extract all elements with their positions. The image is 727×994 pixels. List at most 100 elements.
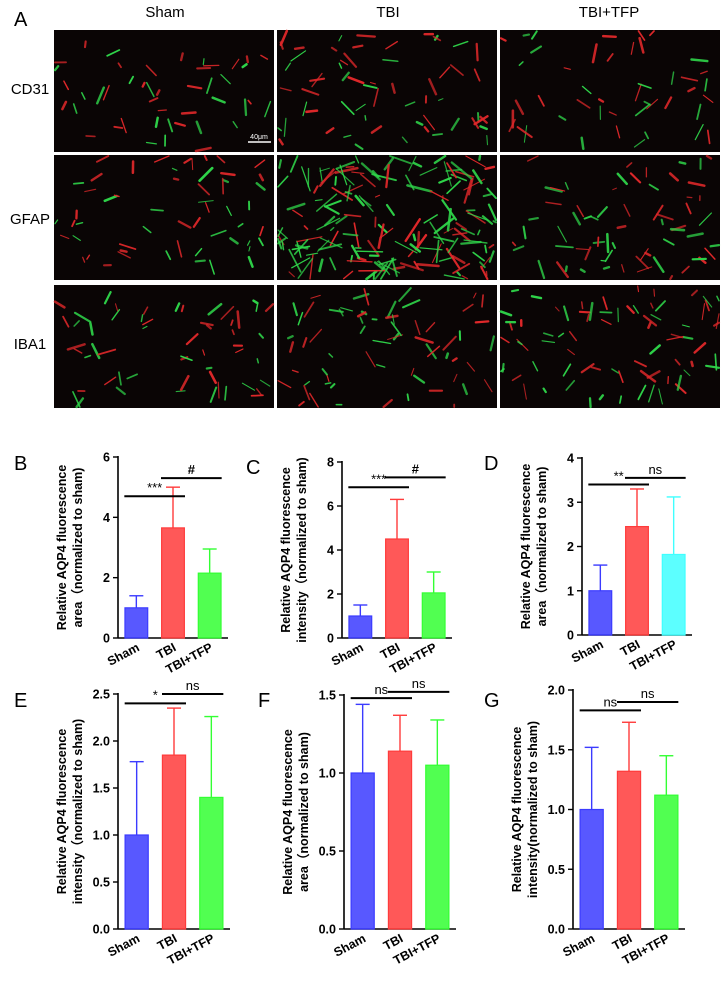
micrograph-gfap-sham xyxy=(54,155,274,280)
bar-sham xyxy=(588,590,613,636)
bar-tbi-tfp xyxy=(425,764,450,930)
y-tick-label: 1.0 xyxy=(93,829,110,843)
x-tick-label: Sham xyxy=(329,640,366,668)
y-tick-label: 2 xyxy=(103,571,110,585)
bar-tbi-tfp xyxy=(654,794,679,930)
micrograph-grid xyxy=(53,29,721,409)
bar-tbi-tfp xyxy=(661,553,686,636)
panel-letter: E xyxy=(14,690,27,712)
panel-letter: B xyxy=(14,453,27,475)
y-tick-label: 2 xyxy=(327,588,334,602)
chart-panel-f: F Relative AQP4 fluorescence area（normaliz… xyxy=(258,676,456,968)
column-label-tbi-tfp: TBI+TFP xyxy=(579,4,639,21)
micrograph-cd31-tbi xyxy=(277,29,497,152)
chart-panel-d: D Relative AQP4 fluorescence area（normaliz… xyxy=(484,452,692,674)
y-tick-label: 2 xyxy=(567,540,574,554)
panel-a-letter: A xyxy=(14,9,28,31)
significance-label: ns xyxy=(186,678,200,693)
x-tick-label: Sham xyxy=(105,931,142,959)
bar-tbi xyxy=(616,770,642,930)
y-tick-label: 0.0 xyxy=(93,923,110,937)
panel-letter: F xyxy=(258,690,270,712)
bar-sham xyxy=(579,808,604,930)
micrograph-gfap-tbi xyxy=(276,154,498,281)
bar-sham xyxy=(124,607,149,639)
significance-label: # xyxy=(188,462,196,477)
chart-panel-b: B Relative AQP4 fluorescence area（normaliz… xyxy=(14,451,228,677)
bar-tbi xyxy=(385,538,409,639)
y-tick-label: 0 xyxy=(567,629,574,643)
chart-panel-g: G Relative AQP4 fluorescence intensity(nor… xyxy=(484,684,685,968)
y-axis-label-line: Relative AQP4 fluorescence xyxy=(281,729,295,895)
significance-label: ns xyxy=(641,686,655,701)
bar-sham xyxy=(350,772,375,930)
y-axis-label-line: intensity（normalized to sham) xyxy=(70,719,85,904)
panel-letter: G xyxy=(484,690,500,712)
y-tick-label: 0.0 xyxy=(319,923,336,937)
y-tick-label: 0.5 xyxy=(93,876,110,890)
scale-bar-label: 40μm xyxy=(250,134,268,141)
chart-panel-e: E Relative AQP4 fluorescence intensity（nor… xyxy=(14,678,230,968)
bar-sham xyxy=(348,615,373,639)
significance-label: ** xyxy=(614,469,624,484)
y-tick-label: 0.5 xyxy=(548,863,565,877)
y-tick-label: 4 xyxy=(567,452,574,466)
y-tick-label: 2.0 xyxy=(548,684,565,698)
y-axis-label-line: Relative AQP4 fluorescence xyxy=(55,729,69,895)
y-tick-label: 6 xyxy=(103,451,110,465)
y-axis-label-line: Relative AQP4 fluorescence xyxy=(519,464,533,630)
bar-tbi xyxy=(625,525,649,636)
chart-panel-c: C Relative AQP4 fluorescence intensity（nor… xyxy=(246,456,452,677)
bar-tbi-tfp xyxy=(197,572,222,639)
row-label-gfap: GFAP xyxy=(10,211,50,228)
y-axis-label-line: Relative AQP4 fluorescence xyxy=(510,727,524,893)
row-label-iba1: IBA1 xyxy=(14,336,47,353)
y-axis-label-line: intensity（normalized to sham) xyxy=(294,457,309,642)
y-tick-label: 1 xyxy=(567,584,574,598)
scale-bar: 40μm xyxy=(248,134,271,143)
y-tick-label: 8 xyxy=(327,456,334,470)
y-tick-label: 1.0 xyxy=(548,803,565,817)
bar-tbi xyxy=(161,527,185,639)
micrograph-iba1-tbi xyxy=(277,285,497,409)
y-tick-label: 1.5 xyxy=(319,689,336,703)
y-tick-label: 1.5 xyxy=(548,743,565,757)
micrograph-gfap-tbi-tfp xyxy=(500,154,721,281)
bar-sham xyxy=(124,834,149,930)
y-tick-label: 0.0 xyxy=(548,923,565,937)
x-tick-label: Sham xyxy=(560,931,597,959)
bar-tbi-tfp xyxy=(199,796,224,930)
significance-label: *** xyxy=(371,471,386,486)
significance-label: * xyxy=(153,687,158,702)
micrograph-iba1-tbi-tfp xyxy=(499,285,721,409)
x-tick-label: Sham xyxy=(105,640,142,668)
micrograph-iba1-sham xyxy=(53,285,275,409)
y-axis-label-line: intensity(normalized to sham) xyxy=(526,721,540,898)
y-tick-label: 4 xyxy=(327,544,334,558)
significance-label: ns xyxy=(374,682,388,697)
y-axis-label-line: Relative AQP4 fluorescence xyxy=(279,467,293,633)
y-tick-label: 0 xyxy=(327,632,334,646)
column-label-tbi: TBI xyxy=(376,4,399,21)
micrograph-cd31-tbi-tfp xyxy=(499,30,720,152)
y-axis-label-line: area（normalized to sham) xyxy=(70,468,85,628)
bar-tbi xyxy=(161,754,187,930)
y-tick-label: 1.5 xyxy=(93,782,110,796)
y-tick-label: 0.5 xyxy=(319,845,336,859)
panel-letter: C xyxy=(246,457,260,479)
y-tick-label: 1.0 xyxy=(319,767,336,781)
x-tick-label: Sham xyxy=(331,931,368,959)
bar-tbi xyxy=(387,750,413,930)
y-axis-label-line: Relative AQP4 fluorescence xyxy=(55,465,69,631)
significance-label: *** xyxy=(147,480,162,495)
significance-label: ns xyxy=(603,694,617,709)
y-axis-label-line: area（normalized to sham) xyxy=(296,732,311,892)
panel-letter: D xyxy=(484,453,498,475)
y-tick-label: 4 xyxy=(103,511,110,525)
significance-label: # xyxy=(412,461,420,476)
y-tick-label: 6 xyxy=(327,500,334,514)
y-tick-label: 3 xyxy=(567,496,574,510)
panel-a: A Sham TBI TBI+TFP CD31 GFAP IBA1 40μm xyxy=(10,4,721,409)
row-label-cd31: CD31 xyxy=(11,81,49,98)
significance-label: ns xyxy=(412,676,426,691)
